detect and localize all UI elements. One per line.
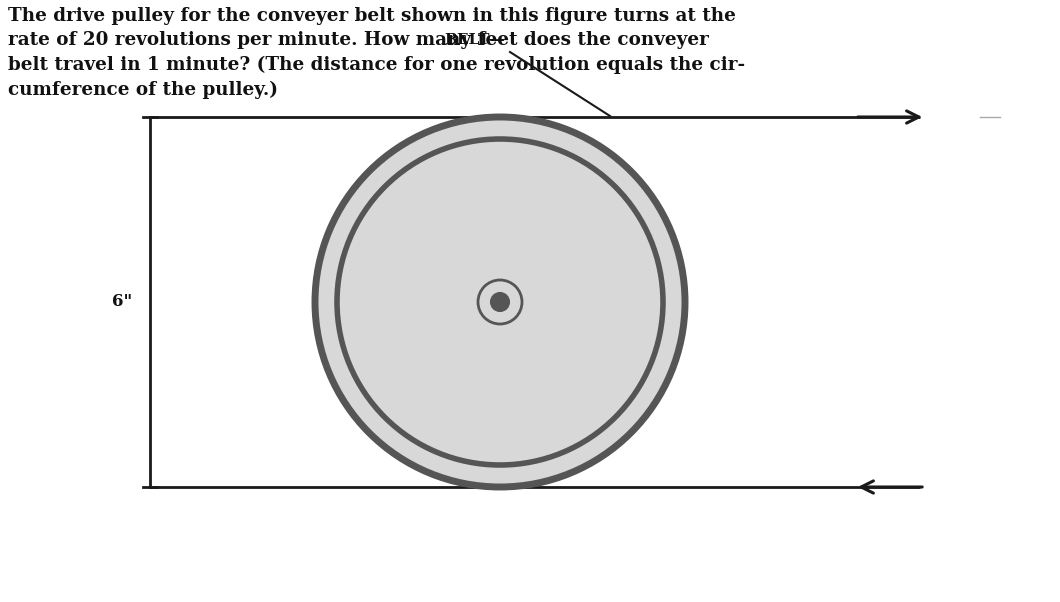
Text: BELT—: BELT— [444, 33, 505, 47]
Text: 6": 6" [111, 294, 132, 311]
Circle shape [315, 117, 685, 487]
Circle shape [491, 293, 509, 311]
Text: The drive pulley for the conveyer belt shown in this figure turns at the
rate of: The drive pulley for the conveyer belt s… [8, 7, 745, 99]
Circle shape [478, 280, 522, 324]
